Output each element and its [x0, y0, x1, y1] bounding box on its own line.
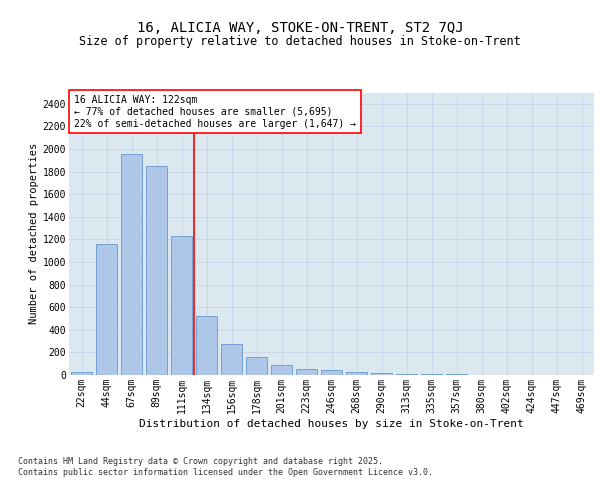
Bar	[446, 374, 467, 375]
Bar	[321, 370, 342, 375]
Bar	[296, 370, 317, 375]
Bar	[71, 372, 92, 375]
Bar	[96, 244, 117, 375]
Bar	[221, 344, 242, 375]
Bar	[371, 374, 392, 375]
X-axis label: Distribution of detached houses by size in Stoke-on-Trent: Distribution of detached houses by size …	[139, 418, 524, 428]
Text: Size of property relative to detached houses in Stoke-on-Trent: Size of property relative to detached ho…	[79, 34, 521, 48]
Bar	[271, 365, 292, 375]
Text: 16 ALICIA WAY: 122sqm
← 77% of detached houses are smaller (5,695)
22% of semi-d: 16 ALICIA WAY: 122sqm ← 77% of detached …	[74, 96, 356, 128]
Bar	[196, 316, 217, 375]
Bar	[121, 154, 142, 375]
Bar	[146, 166, 167, 375]
Bar	[171, 236, 192, 375]
Bar	[246, 358, 267, 375]
Y-axis label: Number of detached properties: Number of detached properties	[29, 143, 38, 324]
Bar	[346, 372, 367, 375]
Bar	[421, 374, 442, 375]
Text: 16, ALICIA WAY, STOKE-ON-TRENT, ST2 7QJ: 16, ALICIA WAY, STOKE-ON-TRENT, ST2 7QJ	[137, 20, 463, 34]
Bar	[396, 374, 417, 375]
Text: Contains HM Land Registry data © Crown copyright and database right 2025.
Contai: Contains HM Land Registry data © Crown c…	[18, 458, 433, 477]
